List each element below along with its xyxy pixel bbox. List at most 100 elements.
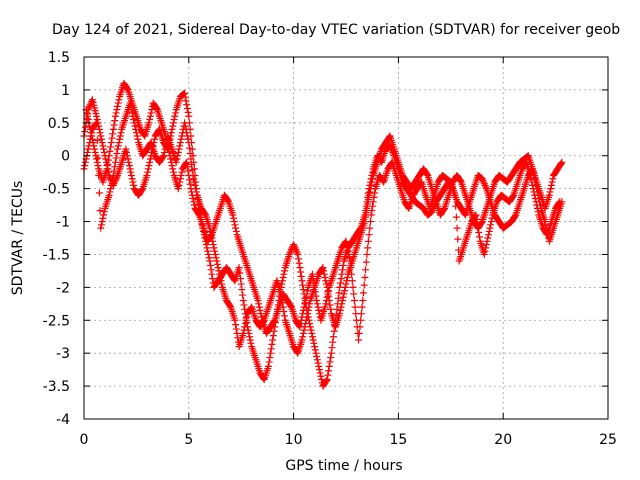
- data-point: [364, 244, 372, 252]
- data-point: [247, 339, 255, 347]
- data-point: [231, 221, 239, 229]
- data-point: [126, 99, 134, 107]
- data-point: [130, 119, 138, 127]
- data-point: [127, 102, 135, 110]
- data-point: [127, 168, 135, 176]
- data-point: [295, 259, 303, 267]
- data-point: [209, 275, 217, 283]
- data-point: [475, 233, 483, 241]
- data-point: [169, 122, 177, 130]
- data-point: [324, 371, 332, 379]
- data-point: [192, 185, 200, 193]
- data-point: [84, 116, 92, 124]
- data-point: [280, 307, 288, 315]
- data-point: [335, 289, 343, 297]
- data-point: [240, 326, 248, 334]
- data-point: [320, 267, 328, 275]
- data-point: [210, 244, 218, 252]
- data-point: [146, 116, 154, 124]
- data-point: [100, 208, 108, 216]
- data-point: [99, 142, 107, 150]
- data-point: [558, 198, 566, 206]
- data-point: [84, 145, 92, 153]
- data-point: [211, 247, 219, 255]
- data-point: [325, 297, 333, 305]
- data-point: [239, 329, 247, 337]
- x-tick-label: 15: [389, 432, 407, 448]
- data-point: [100, 148, 108, 156]
- data-point: [96, 129, 104, 137]
- data-point: [90, 145, 98, 153]
- data-point: [343, 273, 351, 281]
- data-point: [367, 211, 375, 219]
- data-point: [209, 241, 217, 249]
- data-point: [336, 279, 344, 287]
- data-point: [162, 142, 170, 150]
- data-point: [206, 227, 214, 235]
- data-point: [306, 300, 314, 308]
- data-point: [144, 168, 152, 176]
- data-point: [270, 317, 278, 325]
- data-point: [229, 211, 237, 219]
- data-point: [341, 287, 349, 295]
- data-point: [360, 281, 368, 289]
- data-point: [260, 317, 268, 325]
- data-point: [146, 158, 154, 166]
- data-point: [305, 303, 313, 311]
- x-tick-label: 25: [599, 432, 617, 448]
- data-point: [362, 209, 370, 217]
- data-point: [232, 224, 240, 232]
- plot-frame: [83, 56, 609, 420]
- data-point: [145, 119, 153, 127]
- data-point: [81, 162, 89, 170]
- data-point: [531, 175, 539, 183]
- data-point: [232, 227, 240, 235]
- data-point: [95, 125, 103, 133]
- data-point: [362, 258, 370, 266]
- data-point: [290, 242, 298, 250]
- data-point: [478, 175, 486, 183]
- data-point: [130, 181, 138, 189]
- data-point: [362, 266, 370, 274]
- data-point: [536, 201, 544, 209]
- data-point: [88, 129, 96, 137]
- data-point: [206, 257, 214, 265]
- data-point: [309, 336, 317, 344]
- data-point: [105, 191, 113, 199]
- data-point: [185, 139, 193, 147]
- data-point: [287, 302, 295, 310]
- data-point: [116, 135, 124, 143]
- data-point: [104, 156, 112, 164]
- data-point: [128, 106, 136, 114]
- data-point: [208, 234, 216, 242]
- data-point: [181, 93, 189, 101]
- data-point: [98, 139, 106, 147]
- data-point: [362, 213, 370, 221]
- y-tick-label: -0.5: [43, 182, 70, 198]
- data-point: [359, 289, 367, 297]
- data-point: [452, 213, 460, 221]
- data-point: [487, 221, 495, 229]
- data-point: [85, 142, 93, 150]
- y-tick-label: -3.5: [43, 379, 70, 395]
- data-point: [128, 171, 136, 179]
- data-point: [310, 339, 318, 347]
- data-point: [230, 214, 238, 222]
- data-point: [299, 329, 307, 337]
- data-point: [312, 349, 320, 357]
- y-tick-label: -1.5: [43, 247, 70, 263]
- data-point: [241, 323, 249, 331]
- data-point: [214, 264, 222, 272]
- data-point: [327, 305, 335, 313]
- data-point: [113, 106, 121, 114]
- data-point: [322, 277, 330, 285]
- data-point: [168, 162, 176, 170]
- data-point: [208, 270, 216, 278]
- data-point: [113, 150, 121, 158]
- data-point: [255, 300, 263, 308]
- data-point: [241, 320, 249, 328]
- data-point: [535, 195, 543, 203]
- data-point: [190, 201, 198, 209]
- data-points: [80, 79, 566, 390]
